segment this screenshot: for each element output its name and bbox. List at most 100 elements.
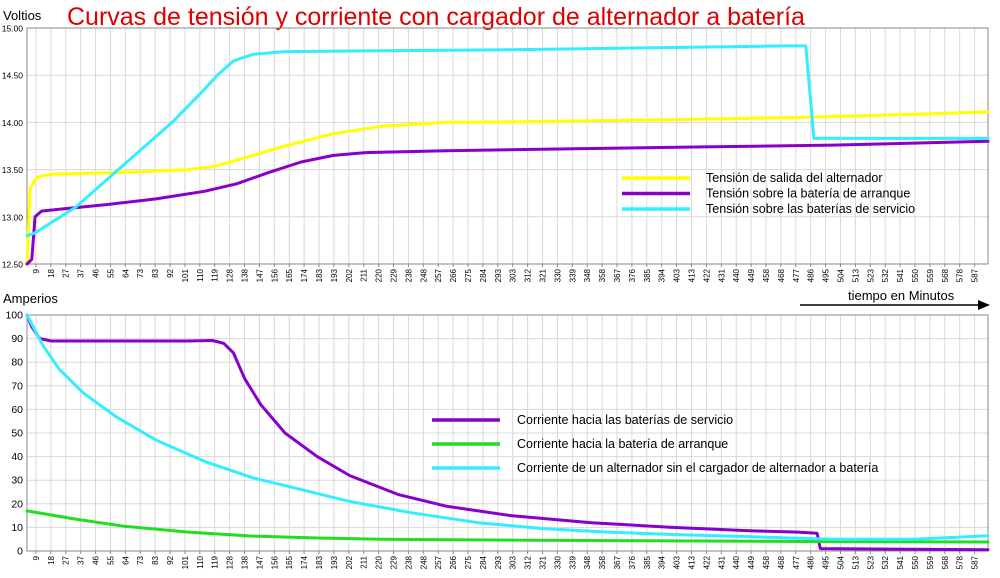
voltage-x-tick-label: 156 <box>270 268 279 282</box>
voltage-x-tick-label: 183 <box>315 268 324 282</box>
current-x-tick-label: 83 <box>151 555 160 564</box>
voltage-series-line-1 <box>25 110 990 266</box>
voltage-x-tick-label: 458 <box>762 268 771 282</box>
voltage-x-tick-label: 101 <box>181 268 190 282</box>
current-x-tick-label: 358 <box>598 555 607 569</box>
voltage-x-tick-label: 413 <box>688 268 697 282</box>
voltage-x-tick-label: 92 <box>166 268 175 277</box>
voltage-x-tick-label: 568 <box>941 268 950 282</box>
current-series-line-2 <box>25 509 990 544</box>
voltage-x-tick-label: 348 <box>583 268 592 282</box>
current-x-tick-label: 440 <box>732 555 741 569</box>
voltage-plot: 9 18 27 37 46 55 64 73 83 92 101 110 119 128 138 147 156… <box>2 24 990 282</box>
volts-axis-label: Voltios <box>3 8 42 23</box>
voltage-x-tick-label: 513 <box>851 268 860 282</box>
voltage-x-tick-label: 495 <box>822 268 831 282</box>
voltage-x-tick-label: 211 <box>360 268 369 281</box>
current-series-line-3 <box>25 313 990 541</box>
amps-axis-label: Amperios <box>3 291 58 306</box>
current-y-tick-label: 10 <box>11 522 23 534</box>
voltage-legend-label: Tensión sobre las baterías de servicio <box>706 202 915 216</box>
current-x-tick-label: 449 <box>747 555 756 569</box>
voltage-y-tick-label: 14.50 <box>2 71 24 81</box>
current-x-tick-label: 37 <box>77 555 86 564</box>
current-x-tick-label: 174 <box>300 555 309 569</box>
current-x-tick-label: 559 <box>926 555 935 569</box>
current-x-tick-label: 193 <box>330 555 339 569</box>
voltage-x-tick-label: 578 <box>956 268 965 282</box>
voltage-y-tick-label: 12.50 <box>2 260 24 270</box>
current-y-tick-label: 20 <box>11 498 23 510</box>
current-x-tick-label: 266 <box>449 555 458 569</box>
current-x-tick-label: 458 <box>762 555 771 569</box>
current-x-tick-label: 477 <box>792 555 801 569</box>
voltage-x-tick-label: 431 <box>717 268 726 282</box>
voltage-legend-label: Tensión sobre la batería de arranque <box>706 187 910 201</box>
current-x-tick-label: 9 <box>32 555 41 560</box>
voltage-x-tick-label: 587 <box>971 268 980 282</box>
current-plot-frame <box>26 314 989 552</box>
voltage-x-tick-label: 229 <box>390 268 399 282</box>
current-x-tick-label: 376 <box>628 555 637 569</box>
current-y-tick-label: 40 <box>11 451 23 463</box>
current-x-tick-label: 468 <box>777 555 786 569</box>
current-x-tick-label: 321 <box>539 555 548 569</box>
current-x-tick-label: 394 <box>658 555 667 569</box>
current-x-tick-label: 257 <box>434 555 443 569</box>
current-x-tick-label: 348 <box>583 555 592 569</box>
current-x-tick-label: 128 <box>226 555 235 569</box>
voltage-x-tick-label: 220 <box>375 268 384 282</box>
voltage-x-tick-label: 339 <box>568 268 577 282</box>
current-x-tick-label: 550 <box>911 555 920 569</box>
voltage-x-tick-label: 440 <box>732 268 741 282</box>
voltage-x-tick-label: 64 <box>121 268 130 277</box>
voltage-x-tick-label: 321 <box>539 268 548 282</box>
voltage-x-tick-label: 128 <box>226 268 235 282</box>
current-x-tick-label: 513 <box>851 555 860 569</box>
voltage-x-tick-label: 312 <box>524 268 533 282</box>
voltage-x-tick-label: 83 <box>151 268 160 277</box>
current-x-tick-label: 156 <box>270 555 279 569</box>
voltage-x-tick-label: 55 <box>106 268 115 277</box>
current-x-tick-label: 138 <box>241 555 250 569</box>
voltage-x-tick-label: 165 <box>285 268 294 282</box>
current-x-tick-label: 431 <box>717 555 726 569</box>
voltage-x-tick-label: 27 <box>62 268 71 277</box>
current-x-tick-label: 220 <box>375 555 384 569</box>
voltage-x-tick-label: 468 <box>777 268 786 282</box>
current-x-tick-label: 367 <box>613 555 622 569</box>
current-y-tick-label: 80 <box>11 357 23 369</box>
voltage-x-tick-label: 504 <box>836 268 845 282</box>
current-x-tick-label: 504 <box>836 555 845 569</box>
voltage-x-tick-label: 18 <box>47 268 56 277</box>
voltage-y-tick-label: 14.00 <box>2 118 24 128</box>
voltage-x-tick-label: 477 <box>792 268 801 282</box>
current-x-tick-label: 238 <box>404 555 413 569</box>
current-x-tick-label: 55 <box>106 555 115 564</box>
voltage-x-tick-label: 193 <box>330 268 339 282</box>
voltage-x-tick-label: 293 <box>494 268 503 282</box>
current-x-tick-label: 229 <box>390 555 399 569</box>
voltage-x-tick-label: 403 <box>673 268 682 282</box>
voltage-x-tick-label: 422 <box>702 268 711 282</box>
current-legend-label: Corriente hacia las baterías de servicio <box>517 413 733 427</box>
current-x-tick-label: 413 <box>688 555 697 569</box>
current-plot: 9 18 27 37 46 55 64 73 83 92 101 110 119 128 138 147 156… <box>5 310 990 569</box>
voltage-x-tick-label: 9 <box>32 268 41 273</box>
voltage-x-tick-label: 330 <box>553 268 562 282</box>
voltage-x-tick-label: 46 <box>92 268 101 277</box>
current-y-tick-label: 70 <box>11 380 23 392</box>
voltage-y-tick-label: 15.00 <box>2 24 24 34</box>
voltage-x-tick-label: 110 <box>196 268 205 281</box>
current-x-tick-label: 541 <box>896 555 905 569</box>
current-y-tick-label: 0 <box>17 546 23 558</box>
voltage-x-tick-label: 385 <box>643 268 652 282</box>
chart-title: Curvas de tensión y corriente con cargad… <box>67 3 805 31</box>
voltage-x-tick-label: 523 <box>866 268 875 282</box>
voltage-x-tick-label: 532 <box>881 268 890 282</box>
current-y-tick-label: 50 <box>11 428 23 440</box>
voltage-x-tick-label: 541 <box>896 268 905 282</box>
current-x-tick-label: 385 <box>643 555 652 569</box>
voltage-x-tick-label: 202 <box>345 268 354 282</box>
voltage-x-tick-label: 119 <box>211 268 220 281</box>
